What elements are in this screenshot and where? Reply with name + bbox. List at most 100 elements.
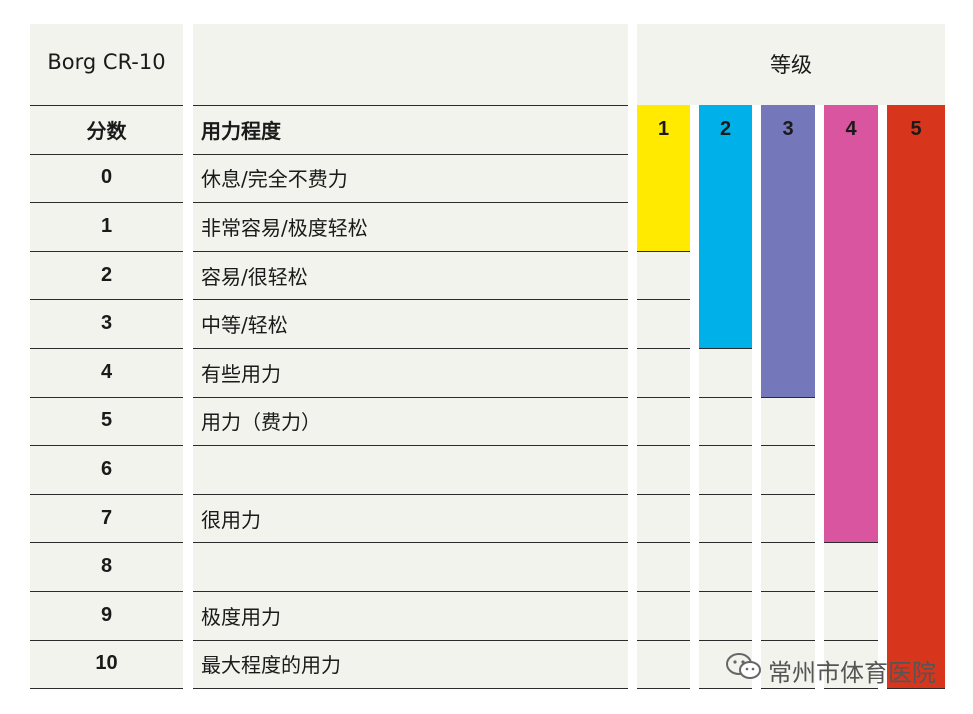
row-divider	[193, 396, 628, 398]
level-cell	[699, 543, 752, 591]
effort-description: 很用力	[201, 507, 261, 532]
effort-cell	[193, 543, 628, 591]
row-divider	[193, 250, 628, 252]
level-cell	[699, 446, 752, 494]
row-divider	[637, 250, 690, 252]
row-divider	[193, 445, 628, 447]
row-divider	[193, 493, 628, 495]
row-divider	[193, 639, 628, 641]
level-bar-3	[761, 105, 815, 397]
score-value: 3	[100, 312, 113, 335]
level-cell	[761, 397, 815, 446]
row-divider	[30, 348, 183, 349]
effort-cell	[193, 154, 628, 203]
effort-cell	[193, 446, 628, 494]
row-divider	[30, 105, 183, 106]
row-divider	[699, 688, 752, 690]
score-value: 6	[100, 457, 113, 480]
level-cell	[637, 397, 690, 446]
level-cell	[637, 640, 690, 689]
effort-cell	[193, 592, 628, 640]
wechat-icon	[724, 651, 764, 689]
effort-description: 最大程度的用力	[201, 653, 341, 678]
row-divider	[30, 493, 183, 495]
score-value: 5	[100, 409, 113, 432]
row-divider	[699, 542, 752, 544]
score-value: 10	[95, 652, 118, 675]
row-divider	[193, 299, 628, 301]
row-divider	[30, 250, 183, 252]
effort-cell	[193, 397, 628, 446]
score-cell	[30, 640, 183, 689]
row-divider	[637, 445, 690, 447]
level-cell	[699, 494, 752, 543]
effort-description: 非常容易/极度轻松	[201, 215, 368, 240]
score-cell	[30, 446, 183, 494]
header-cell-scale	[30, 24, 183, 105]
row-divider	[824, 639, 878, 641]
row-divider	[193, 202, 628, 204]
level-bar-4	[824, 105, 878, 543]
row-divider	[193, 105, 628, 106]
effort-cell	[193, 251, 628, 300]
level-cell	[824, 543, 878, 591]
watermark: 常州市体育医院	[724, 648, 936, 692]
row-divider	[699, 396, 752, 398]
effort-description: 中等/轻松	[201, 313, 288, 338]
level-cell	[761, 446, 815, 494]
effort-description	[193, 542, 628, 591]
level-label-1: 1	[657, 117, 670, 140]
row-divider	[637, 348, 690, 349]
effort-description: 用力（费力）	[201, 410, 321, 435]
effort-description: 有些用力	[201, 361, 281, 386]
score-value: 0	[100, 166, 113, 189]
header-cell-grade	[637, 24, 945, 105]
row-divider	[30, 591, 183, 592]
row-divider	[761, 688, 815, 690]
row-divider	[30, 396, 183, 398]
score-column-header: 分数	[86, 118, 127, 143]
row-divider	[30, 299, 183, 301]
row-divider	[193, 348, 628, 349]
row-divider	[193, 688, 628, 690]
level-cell	[761, 494, 815, 543]
effort-column-header: 用力程度	[201, 118, 281, 143]
scale-title: Borg CR-10	[47, 50, 166, 74]
level-label-4: 4	[845, 117, 857, 140]
effort-description	[193, 445, 628, 494]
row-divider	[637, 591, 690, 592]
score-cell	[30, 300, 183, 348]
row-divider	[30, 153, 183, 155]
effort-description: 极度用力	[201, 604, 281, 629]
row-divider	[699, 348, 752, 349]
row-divider	[761, 542, 815, 544]
row-divider	[887, 688, 945, 690]
score-cell	[30, 349, 183, 397]
score-cell	[30, 397, 183, 446]
row-divider	[30, 542, 183, 544]
level-bar-5	[887, 105, 945, 689]
score-cell	[30, 203, 183, 251]
row-divider	[193, 591, 628, 592]
row-divider	[637, 299, 690, 301]
score-value: 2	[100, 263, 113, 286]
row-divider	[761, 493, 815, 495]
level-cell	[637, 300, 690, 348]
level-cell	[761, 592, 815, 640]
level-cell	[637, 494, 690, 543]
score-cell	[30, 106, 183, 154]
level-bar-2	[699, 105, 752, 348]
row-divider	[761, 445, 815, 447]
row-divider	[824, 688, 878, 690]
grade-title: 等级	[770, 53, 812, 77]
row-divider	[193, 542, 628, 544]
score-cell	[30, 494, 183, 543]
score-value: 1	[100, 214, 113, 237]
level-cell	[637, 543, 690, 591]
score-value: 7	[100, 506, 113, 529]
level-label-5: 5	[910, 117, 922, 140]
row-divider	[699, 639, 752, 641]
level-cell	[699, 592, 752, 640]
row-divider	[637, 542, 690, 544]
effort-cell	[193, 300, 628, 348]
